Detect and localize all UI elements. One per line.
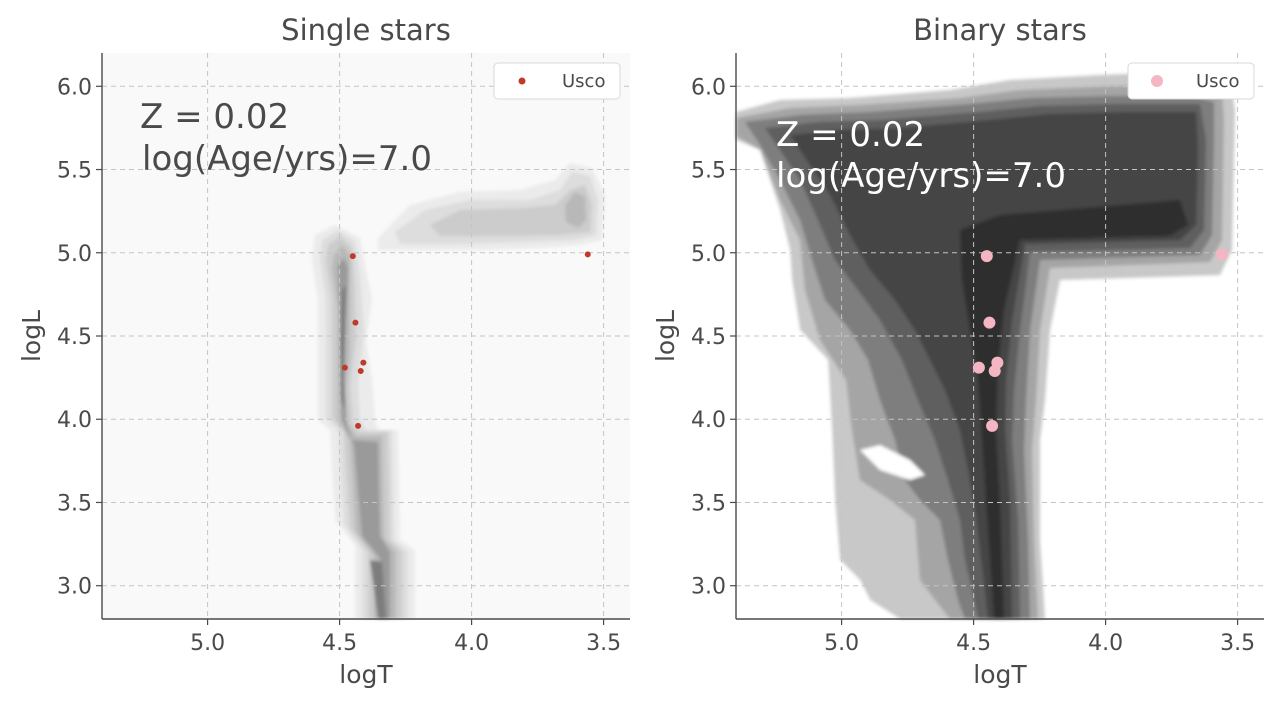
grid-lines (102, 53, 630, 619)
legend: Usco (493, 62, 621, 100)
y-tick-label: 3.0 (691, 575, 726, 600)
data-point (986, 419, 999, 432)
chart-title: Binary stars (913, 13, 1087, 47)
panel-binary-stars: Binary stars 5.0 4.5 4.0 3.53.03.54.04.55.0… (651, 13, 1264, 689)
data-point (584, 251, 591, 258)
data-point (972, 361, 985, 374)
y-tick-label: 4.0 (691, 408, 726, 433)
density-hole (868, 510, 915, 600)
legend-box (1127, 62, 1255, 100)
y-tick-label: 3.0 (57, 575, 92, 600)
data-point (1215, 248, 1228, 261)
density-hole (736, 140, 900, 619)
y-tick-label: 5.0 (691, 242, 726, 267)
data-point (357, 367, 364, 374)
density-level-6 (340, 285, 346, 410)
data-point (988, 364, 1001, 377)
y-tick-label: 3.5 (57, 491, 92, 516)
y-tick-label: 5.0 (57, 242, 92, 267)
x-axis-label: logT (339, 660, 393, 689)
data-point (360, 359, 367, 366)
density-level-3 (430, 185, 592, 236)
legend-marker (1151, 75, 1163, 87)
annotation-line-1: Z = 0.02 (140, 97, 289, 137)
tick-labels: 5.0 4.5 4.0 3.5 3.0 3.5 4.0 4.5 5.0 5.5 6.0 (57, 75, 621, 656)
legend-label: Usco (1196, 71, 1239, 92)
x-axis-label: logT (973, 660, 1027, 689)
annotation-line-2: log(Age/yrs)=7.0 (776, 156, 1066, 196)
legend-box (493, 62, 621, 100)
axes (730, 53, 1264, 625)
density-hole (860, 445, 925, 480)
data-point (349, 253, 356, 260)
chart-title: Single stars (281, 13, 451, 47)
panel-single-stars: Single stars 5.0 4.5 4.0 3.53.03.54.04.55.0… (17, 13, 630, 689)
x-tick-label: 5.0 (824, 631, 859, 656)
density-level-4 (565, 192, 586, 228)
x-tick-label: 4.5 (956, 631, 991, 656)
legend-label: Usco (562, 71, 605, 92)
x-tick-label: 5.0 (190, 631, 225, 656)
x-tick-label: 4.0 (454, 631, 489, 656)
density-level-4 (332, 245, 396, 619)
legend-marker (518, 77, 526, 85)
density-contours (312, 163, 605, 619)
legend: Usco (1127, 62, 1255, 100)
data-point (355, 422, 362, 429)
y-tick-label: 4.5 (691, 325, 726, 350)
axes (96, 53, 630, 625)
data-points (341, 251, 591, 429)
y-tick-label: 6.0 (57, 75, 92, 100)
y-axis-label: logL (17, 310, 46, 362)
density-level-5 (338, 258, 390, 619)
density-level-6 (960, 200, 1188, 619)
x-tick-label: 3.5 (1220, 631, 1255, 656)
data-point (980, 250, 993, 263)
data-point (352, 319, 359, 326)
y-axis-label: logL (651, 310, 680, 362)
y-tick-label: 5.5 (691, 159, 726, 184)
annotation-line-1: Z = 0.02 (776, 115, 925, 155)
x-tick-label: 4.5 (322, 631, 357, 656)
x-tick-label: 3.5 (586, 631, 621, 656)
data-point (983, 316, 996, 329)
tick-labels: 5.0 4.5 4.0 3.5 3.0 3.5 4.0 4.5 5.0 5.5 6.0 (691, 75, 1255, 656)
y-tick-label: 3.5 (691, 491, 726, 516)
y-tick-label: 6.0 (691, 75, 726, 100)
y-tick-label: 4.5 (57, 325, 92, 350)
x-tick-label: 4.0 (1088, 631, 1123, 656)
data-point (341, 364, 348, 371)
y-tick-label: 5.5 (57, 159, 92, 184)
data-points (972, 248, 1228, 432)
y-tick-label: 4.0 (57, 408, 92, 433)
grid-lines (736, 53, 1264, 619)
annotation-line-2: log(Age/yrs)=7.0 (142, 139, 432, 179)
density-level-6 (370, 560, 386, 619)
